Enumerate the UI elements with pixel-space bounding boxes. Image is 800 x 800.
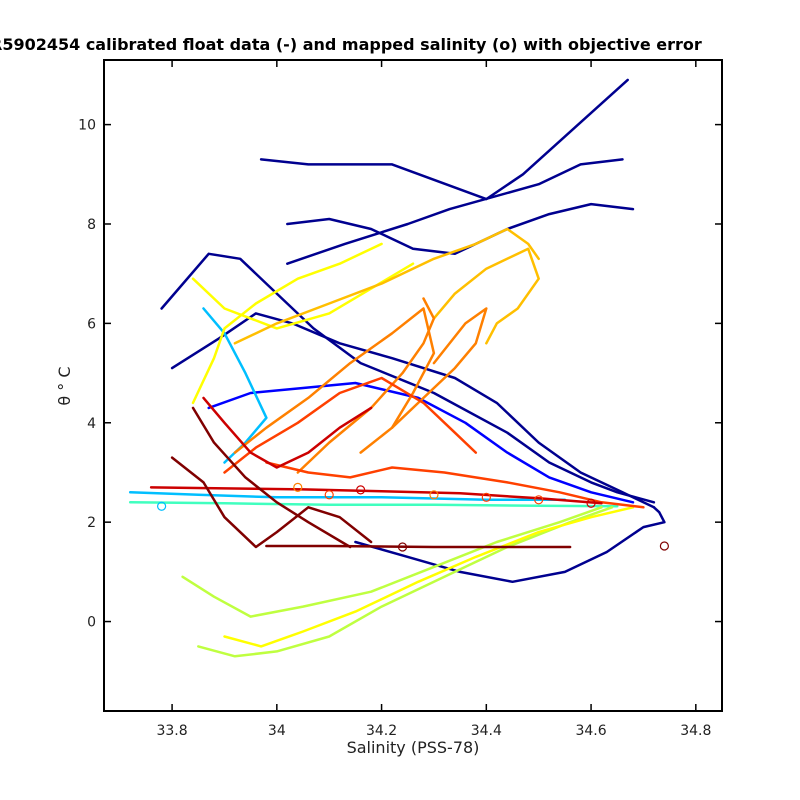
series-line-22	[202, 396, 373, 469]
mapped-point-1	[293, 482, 303, 492]
series-line-10	[197, 506, 614, 658]
x-axis-label: Salinity (PSS-78)	[347, 738, 480, 757]
y-axis: 0 2 4 6 8 10	[78, 118, 722, 631]
x-tick-label: 34.2	[366, 723, 397, 739]
series-line-16	[432, 247, 540, 345]
y-tick-label: 0	[87, 615, 96, 631]
plot-frame	[103, 59, 723, 712]
x-tick-label: 34	[268, 723, 286, 739]
mapped-point-8	[586, 498, 596, 508]
mapped-point-9	[659, 541, 669, 551]
series-line-5	[354, 506, 666, 584]
x-tick-label: 33.8	[156, 723, 187, 739]
x-tick-label: 34.6	[575, 723, 606, 739]
series-line-23	[149, 486, 603, 505]
series-line-17	[233, 307, 436, 454]
y-tick-label: 6	[87, 316, 96, 332]
series-line-0	[286, 158, 624, 265]
y-axis-label: θ ° C	[55, 366, 74, 405]
series-line-6	[207, 381, 635, 504]
series-line-19	[359, 307, 488, 454]
series-line-24	[170, 456, 373, 549]
series-line-13	[191, 242, 383, 405]
series-line-4	[286, 202, 635, 256]
series-line-8	[128, 491, 567, 502]
x-tick-label: 34.4	[471, 723, 502, 739]
y-tick-label: 10	[78, 118, 96, 134]
mapped-point-2	[324, 490, 334, 500]
mapped-point-6	[481, 492, 491, 502]
mapped-points-layer	[157, 482, 669, 552]
series-layer	[128, 78, 666, 658]
chart-title: R5902454 calibrated float data (-) and m…	[0, 35, 702, 54]
mapped-point-3	[356, 485, 366, 495]
series-line-20	[223, 376, 478, 474]
y-tick-label: 8	[87, 217, 96, 233]
y-tick-label: 4	[87, 416, 96, 432]
x-tick-label: 34.8	[680, 723, 711, 739]
x-axis: 33.8 34 34.2 34.4 34.6 34.8	[156, 60, 711, 739]
series-line-12	[223, 506, 635, 648]
series-line-1	[259, 78, 629, 201]
series-line-26	[265, 544, 572, 549]
mapped-point-7	[534, 495, 544, 505]
series-line-15	[233, 227, 540, 345]
mapped-point-4	[397, 542, 408, 552]
series-line-21	[265, 461, 645, 509]
chart-title-container: R5902454 calibrated float data (-) and m…	[0, 35, 800, 57]
series-line-25	[191, 406, 352, 549]
y-tick-label: 2	[87, 515, 96, 531]
series-line-9	[128, 501, 619, 508]
mapped-point-5	[429, 490, 439, 500]
series-line-18	[296, 297, 436, 474]
series-line-11	[181, 506, 603, 618]
mapped-point-0	[157, 501, 167, 511]
